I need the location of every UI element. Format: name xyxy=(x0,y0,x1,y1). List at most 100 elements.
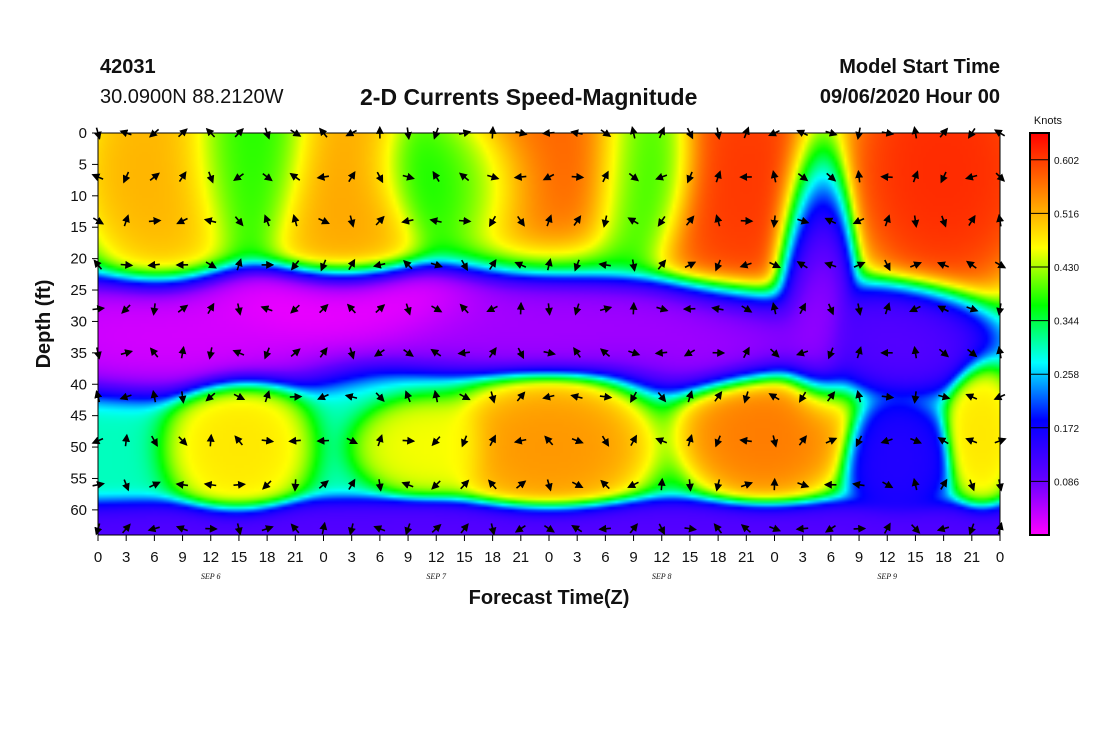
colorbar: Knots 0.602 0.516 0.430 0.344 0.258 0.172 0.08… xyxy=(1029,115,1079,536)
current-arrow xyxy=(853,261,866,269)
current-arrow xyxy=(488,391,497,404)
current-arrow xyxy=(203,217,217,226)
current-arrow xyxy=(177,304,189,313)
current-arrow xyxy=(684,261,697,269)
current-arrow xyxy=(824,217,837,225)
x-tick-label: 21 xyxy=(287,549,304,566)
current-arrow xyxy=(404,390,413,403)
current-arrow xyxy=(431,304,443,313)
current-arrow xyxy=(629,523,638,534)
x-tick-label: 0 xyxy=(770,549,778,566)
current-arrow xyxy=(403,259,413,270)
current-arrow xyxy=(319,347,328,358)
colorbar-tick-label: 0.516 xyxy=(1054,209,1079,220)
current-arrow xyxy=(627,217,639,225)
x-tick-label: 18 xyxy=(259,549,276,566)
current-arrow xyxy=(657,215,666,227)
current-arrow xyxy=(657,391,667,403)
current-arrow xyxy=(460,259,468,272)
current-arrow xyxy=(290,523,300,534)
current-arrow xyxy=(599,392,613,401)
current-arrow xyxy=(319,521,328,535)
y-tick-label: 40 xyxy=(70,376,87,393)
current-arrow xyxy=(711,305,724,313)
current-arrow xyxy=(911,477,920,491)
current-arrow xyxy=(911,524,921,534)
current-arrow xyxy=(147,260,160,269)
x-tick-label: 3 xyxy=(799,549,807,566)
current-arrow xyxy=(262,172,273,182)
colorbar-tick-label: 0.602 xyxy=(1054,156,1079,167)
current-arrow xyxy=(883,214,891,227)
current-arrow xyxy=(685,479,694,492)
current-arrow xyxy=(657,523,665,536)
current-arrow xyxy=(403,349,414,357)
current-arrow xyxy=(176,216,188,225)
date-label: SEP 6 xyxy=(201,572,221,581)
current-arrow xyxy=(656,304,669,313)
current-arrow xyxy=(936,524,950,533)
current-arrow xyxy=(544,435,554,446)
current-arrow xyxy=(770,170,779,183)
current-arrow xyxy=(740,481,754,489)
y-tick-label: 25 xyxy=(70,282,87,299)
current-arrow xyxy=(516,347,525,360)
current-arrow xyxy=(798,391,807,403)
current-arrow xyxy=(797,216,810,225)
current-arrow xyxy=(852,480,865,489)
current-arrow xyxy=(824,261,837,269)
current-arrow xyxy=(967,479,976,492)
current-arrow xyxy=(119,392,132,401)
current-arrow xyxy=(290,260,300,271)
current-arrow xyxy=(880,436,893,445)
x-tick-label: 12 xyxy=(202,549,219,566)
current-arrow xyxy=(318,480,329,489)
current-arrow xyxy=(516,391,526,402)
current-arrow xyxy=(122,214,130,227)
current-arrow xyxy=(401,481,414,489)
x-tick-label: 21 xyxy=(512,549,529,566)
current-arrow xyxy=(122,433,131,447)
current-arrow xyxy=(460,479,470,490)
x-tick-label: 18 xyxy=(484,549,501,566)
current-arrow xyxy=(375,434,384,447)
current-arrow xyxy=(714,170,722,183)
x-tick-label: 9 xyxy=(404,549,412,566)
current-arrow xyxy=(206,171,215,184)
date-label: SEP 9 xyxy=(877,572,897,581)
current-arrow xyxy=(544,258,553,271)
current-arrow xyxy=(544,303,553,316)
current-arrow xyxy=(149,172,160,182)
current-arrow xyxy=(513,436,527,445)
current-arrow xyxy=(938,348,950,358)
current-arrow xyxy=(630,391,638,403)
current-arrow xyxy=(316,436,330,445)
current-arrow xyxy=(121,523,131,534)
x-tick-label: 21 xyxy=(738,549,755,566)
x-tick-label: 3 xyxy=(573,549,581,566)
model-start-label: Model Start Time xyxy=(839,56,1000,78)
current-arrow xyxy=(655,172,668,181)
current-arrow xyxy=(147,524,160,533)
current-arrow xyxy=(825,437,838,445)
colorbar-tick-label: 0.172 xyxy=(1054,424,1079,435)
x-tick-label: 6 xyxy=(601,549,609,566)
current-arrow xyxy=(234,216,244,227)
current-arrow xyxy=(320,259,328,272)
current-arrow xyxy=(627,480,639,488)
x-tick-label: 6 xyxy=(150,549,158,566)
current-arrow xyxy=(909,261,922,269)
x-tick-label: 0 xyxy=(319,549,327,566)
current-arrow xyxy=(911,170,919,183)
current-arrow xyxy=(375,392,385,402)
current-arrow xyxy=(966,348,978,358)
current-arrow xyxy=(432,170,441,183)
current-arrow xyxy=(542,392,555,401)
current-arrow xyxy=(488,215,497,228)
y-tick-label: 35 xyxy=(70,345,87,362)
x-tick-label: 3 xyxy=(122,549,130,566)
current-arrow xyxy=(910,436,922,445)
current-arrow xyxy=(629,259,638,272)
current-arrow xyxy=(684,524,697,533)
model-start-value: 09/06/2020 Hour 00 xyxy=(819,86,1000,108)
